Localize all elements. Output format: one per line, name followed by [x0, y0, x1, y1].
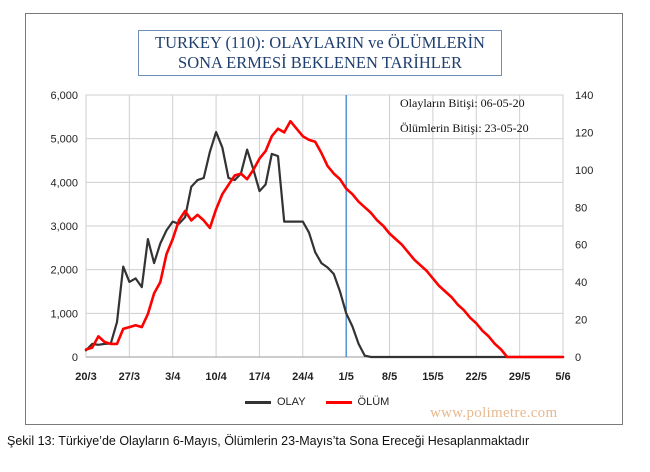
- x-tick-label: 10/4: [205, 371, 227, 383]
- right-tick-label: 100: [575, 165, 593, 177]
- x-tick-label: 22/5: [466, 371, 487, 383]
- left-tick-label: 1,000: [50, 308, 78, 320]
- right-tick-label: 140: [575, 90, 593, 102]
- x-tick-label: 8/5: [382, 371, 397, 383]
- right-tick-label: 0: [575, 352, 581, 364]
- annotation-olum-end: Ölümlerin Bitişi: 23-05-20: [400, 121, 529, 135]
- right-tick-label: 60: [575, 240, 587, 252]
- annotation-olay-end: Olayların Bitişi: 06-05-20: [400, 96, 525, 110]
- x-tick-label: 3/4: [165, 371, 181, 383]
- left-tick-label: 0: [72, 352, 78, 364]
- x-tick-label: 15/5: [422, 371, 443, 383]
- right-tick-label: 80: [575, 202, 587, 214]
- series-line-olay: [84, 131, 565, 359]
- chart-title-line-2: SONA ERMESİ BEKLENEN TARİHLER: [178, 53, 462, 72]
- x-tick-label: 29/5: [509, 371, 530, 383]
- chart-legend: OLAY ÖLÜM: [245, 396, 403, 408]
- series-line-olum: [84, 119, 565, 359]
- legend-item-olay: OLAY: [245, 396, 306, 408]
- x-tick-label: 1/5: [339, 371, 354, 383]
- x-tick-label: 27/3: [119, 371, 140, 383]
- right-tick-label: 40: [575, 277, 587, 289]
- chart-title-line-1: TURKEY (110): OLAYLARIN ve ÖLÜMLERİN: [155, 33, 485, 52]
- left-tick-label: 5,000: [50, 134, 78, 146]
- right-tick-label: 120: [575, 127, 593, 139]
- x-tick-label: 17/4: [249, 371, 271, 383]
- right-tick-label: 20: [575, 315, 587, 327]
- legend-label-olay: OLAY: [277, 396, 306, 408]
- legend-swatch-olum: [325, 400, 352, 404]
- x-tick-label: 20/3: [75, 371, 96, 383]
- legend-item-olum: ÖLÜM: [325, 396, 390, 408]
- left-tick-label: 2,000: [50, 265, 78, 277]
- watermark: www.polimetre.com: [430, 405, 558, 421]
- x-tick-label: 24/4: [292, 371, 314, 383]
- figure-caption: Şekil 13: Türkiye’de Olayların 6-Mayıs, …: [7, 434, 530, 448]
- left-tick-label: 4,000: [50, 177, 78, 189]
- left-tick-label: 6,000: [50, 90, 78, 102]
- chart-title: TURKEY (110): OLAYLARIN ve ÖLÜMLERİN SON…: [138, 30, 502, 76]
- legend-swatch-olay: [245, 400, 271, 404]
- legend-label-olum: ÖLÜM: [357, 396, 390, 408]
- x-tick-label: 5/6: [555, 371, 570, 383]
- left-tick-label: 3,000: [50, 221, 78, 233]
